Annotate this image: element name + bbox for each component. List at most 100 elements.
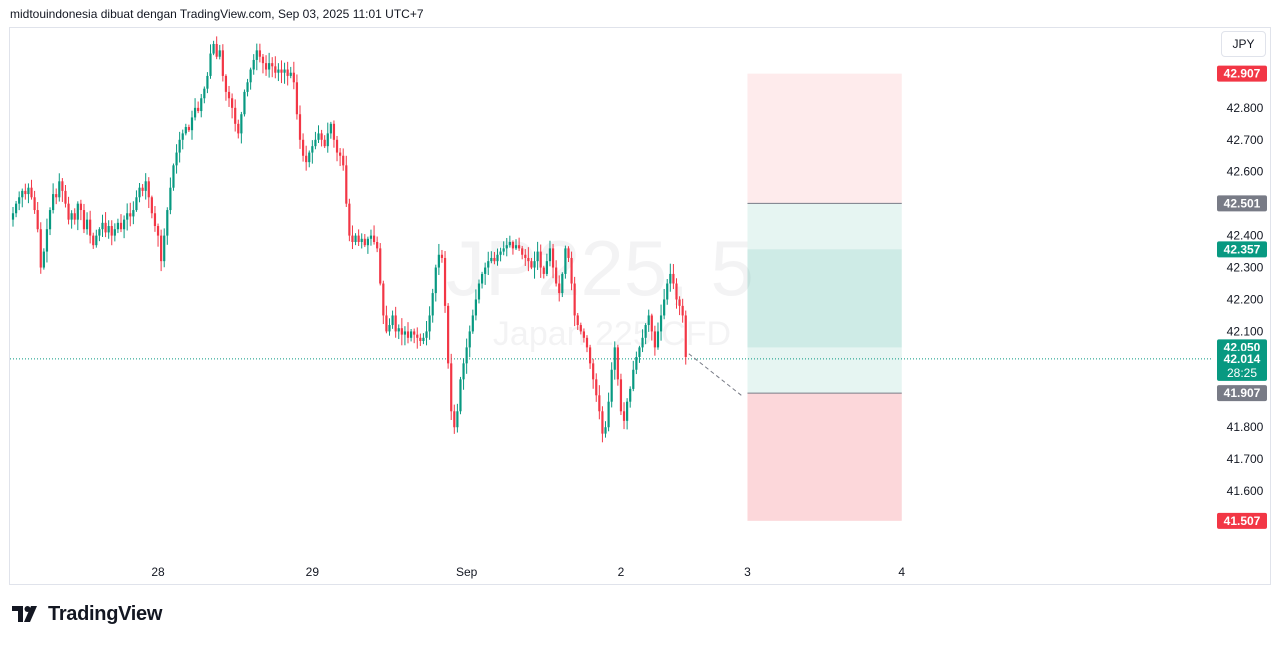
candle-body[interactable] xyxy=(564,248,567,274)
candle-body[interactable] xyxy=(548,248,552,262)
candle-body[interactable] xyxy=(107,226,110,233)
candle-body[interactable] xyxy=(30,187,33,198)
candle-body[interactable] xyxy=(641,337,644,348)
candle-body[interactable] xyxy=(357,235,360,242)
candle-body[interactable] xyxy=(447,305,450,364)
candle-body[interactable] xyxy=(85,219,89,230)
candle-body[interactable] xyxy=(175,152,178,166)
candle-body[interactable] xyxy=(132,210,135,217)
candle-body[interactable] xyxy=(187,127,191,131)
candle-body[interactable] xyxy=(255,50,258,60)
candle-body[interactable] xyxy=(92,235,95,246)
candle-body[interactable] xyxy=(271,63,274,67)
candle-body[interactable] xyxy=(669,273,672,284)
candle-body[interactable] xyxy=(382,283,385,316)
candle-body[interactable] xyxy=(555,267,558,284)
candle-body[interactable] xyxy=(622,411,626,421)
candle-body[interactable] xyxy=(345,165,348,204)
candle-body[interactable] xyxy=(169,187,172,211)
candle-body[interactable] xyxy=(419,337,422,342)
candle-body[interactable] xyxy=(14,203,18,214)
candle-body[interactable] xyxy=(348,203,351,236)
candle-body[interactable] xyxy=(119,222,123,230)
candle-body[interactable] xyxy=(496,254,499,262)
candle-body[interactable] xyxy=(178,139,181,153)
currency-button[interactable]: JPY xyxy=(1221,31,1266,57)
candle-body[interactable] xyxy=(335,139,339,153)
candle-body[interactable] xyxy=(36,210,39,230)
candle-body[interactable] xyxy=(21,190,24,198)
tradingview-logo[interactable]: TradingView xyxy=(12,603,162,626)
candle-body[interactable] xyxy=(82,210,86,230)
candle-body[interactable] xyxy=(437,254,440,268)
candle-body[interactable] xyxy=(79,203,82,211)
candle-body[interactable] xyxy=(227,91,231,99)
candle-body[interactable] xyxy=(184,127,187,134)
candle-body[interactable] xyxy=(616,347,619,380)
candle-body[interactable] xyxy=(400,328,403,335)
candle-body[interactable] xyxy=(122,219,126,230)
candle-body[interactable] xyxy=(295,82,299,115)
candle-body[interactable] xyxy=(468,331,471,348)
candle-body[interactable] xyxy=(67,203,70,220)
candle-body[interactable] xyxy=(48,210,52,230)
candle-body[interactable] xyxy=(323,139,326,147)
candle-body[interactable] xyxy=(672,273,675,284)
candle-body[interactable] xyxy=(394,315,397,332)
candle-body[interactable] xyxy=(286,69,289,76)
candle-body[interactable] xyxy=(514,245,518,249)
candle-body[interactable] xyxy=(156,226,160,236)
candle-body[interactable] xyxy=(521,248,524,255)
candle-body[interactable] xyxy=(465,347,468,364)
candle-body[interactable] xyxy=(89,219,92,236)
candle-body[interactable] xyxy=(558,283,561,294)
candle-body[interactable] xyxy=(416,334,419,338)
candle-body[interactable] xyxy=(261,56,265,64)
candle-body[interactable] xyxy=(277,69,280,73)
candle-body[interactable] xyxy=(684,315,687,357)
candle-body[interactable] xyxy=(144,181,147,191)
candle-body[interactable] xyxy=(647,315,650,326)
candle-body[interactable] xyxy=(249,69,252,83)
candle-body[interactable] xyxy=(314,139,317,147)
candle-body[interactable] xyxy=(505,245,508,249)
candle-body[interactable] xyxy=(231,98,234,108)
candle-body[interactable] xyxy=(258,50,261,57)
candle-body[interactable] xyxy=(592,363,595,380)
candle-body[interactable] xyxy=(360,238,363,242)
candle-body[interactable] xyxy=(551,248,555,268)
candle-body[interactable] xyxy=(533,261,536,268)
candle-body[interactable] xyxy=(181,133,184,140)
candle-body[interactable] xyxy=(663,299,666,316)
candle-body[interactable] xyxy=(638,347,641,357)
candle-body[interactable] xyxy=(147,181,150,198)
candle-body[interactable] xyxy=(456,411,459,428)
candle-body[interactable] xyxy=(487,261,490,268)
candle-body[interactable] xyxy=(376,241,379,249)
candle-body[interactable] xyxy=(409,331,413,338)
candle-body[interactable] xyxy=(129,213,132,217)
candle-body[interactable] xyxy=(33,197,36,211)
candle-body[interactable] xyxy=(308,152,311,163)
candle-body[interactable] xyxy=(246,82,249,92)
candle-body[interactable] xyxy=(369,235,373,239)
candle-body[interactable] xyxy=(237,123,240,134)
candle-body[interactable] xyxy=(601,411,604,434)
candle-body[interactable] xyxy=(372,235,376,242)
candle-body[interactable] xyxy=(95,235,98,246)
candle-body[interactable] xyxy=(474,299,477,316)
candle-body[interactable] xyxy=(422,337,425,342)
candle-body[interactable] xyxy=(579,325,582,332)
candle-body[interactable] xyxy=(301,139,305,156)
candle-body[interactable] xyxy=(317,133,320,140)
candle-body[interactable] xyxy=(490,257,493,262)
candle-body[interactable] xyxy=(484,267,487,274)
candle-body[interactable] xyxy=(243,91,246,115)
candle-body[interactable] xyxy=(200,98,203,112)
candle-body[interactable] xyxy=(508,241,511,246)
candle-body[interactable] xyxy=(209,53,212,76)
candle-body[interactable] xyxy=(527,257,530,262)
candle-body[interactable] xyxy=(292,72,295,83)
candle-body[interactable] xyxy=(434,267,437,294)
candle-body[interactable] xyxy=(413,331,416,335)
